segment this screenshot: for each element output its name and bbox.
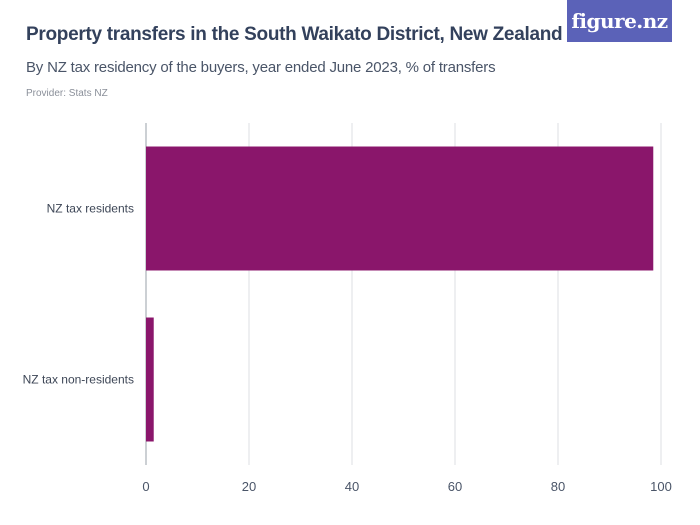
bars <box>146 146 654 442</box>
x-tick-label: 20 <box>242 479 256 494</box>
x-axis-tick-labels: 0 20 40 60 80 100 <box>142 479 671 494</box>
x-tick-label: 40 <box>345 479 359 494</box>
provider-credit: Provider: Stats NZ <box>26 88 108 99</box>
x-tick-label: 80 <box>551 479 565 494</box>
category-labels: NZ tax residents NZ tax non-residents <box>23 202 134 387</box>
x-tick-label: 100 <box>650 479 672 494</box>
figure-nz-logo[interactable]: figure.nz <box>567 0 672 42</box>
category-label: NZ tax non-residents <box>23 373 134 387</box>
bar[interactable] <box>146 317 154 442</box>
chart-subtitle: By NZ tax residency of the buyers, year … <box>26 59 496 76</box>
category-label: NZ tax residents <box>47 202 134 216</box>
x-tick-label: 0 <box>142 479 149 494</box>
bar[interactable] <box>146 146 654 271</box>
chart-title: Property transfers in the South Waikato … <box>26 24 563 45</box>
x-tick-label: 60 <box>448 479 462 494</box>
